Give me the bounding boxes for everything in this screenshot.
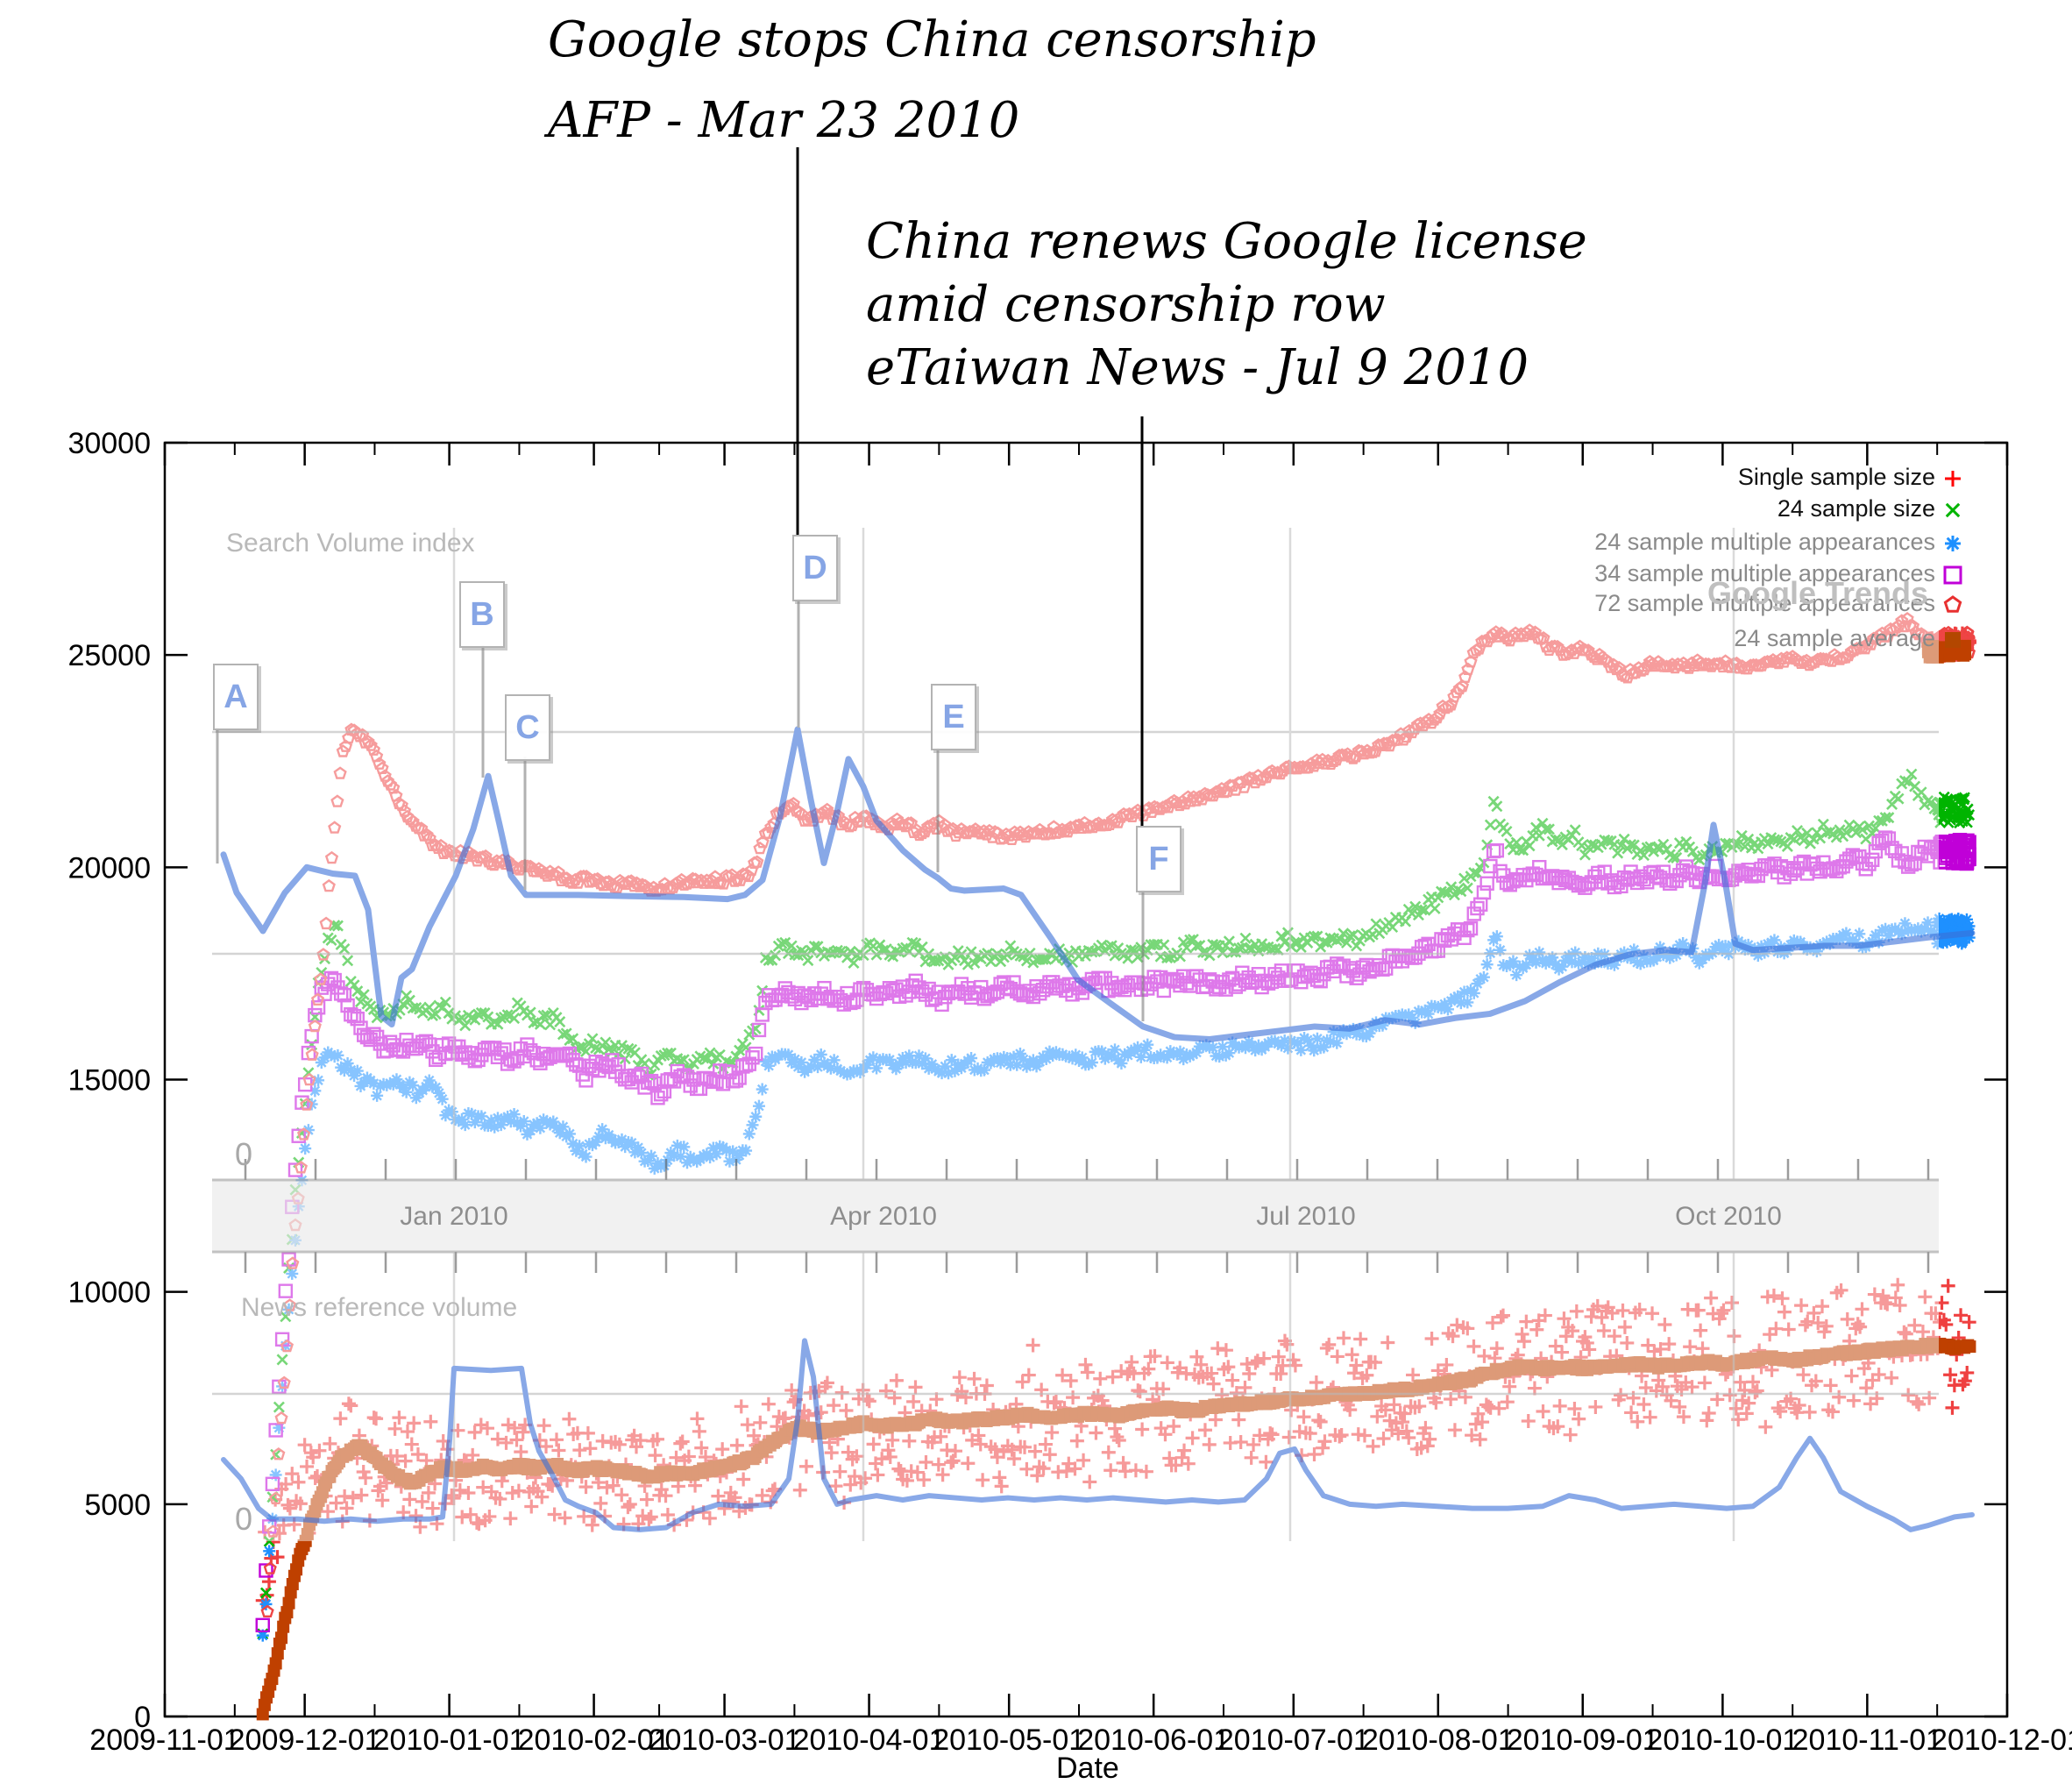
annotation-lines: [796, 147, 1144, 827]
annotation-line: Google stops China censorship: [548, 11, 1316, 68]
legend-label-34-sample-multiple-appearances: 34 sample multiple appearances: [1594, 560, 1935, 586]
x-tick-label: 2010-07-01: [1217, 1723, 1370, 1757]
y-tick-label: 30000: [67, 427, 151, 460]
gt-search-volume-label: Search Volume index: [226, 529, 475, 558]
legend-label-single-sample-size: Single sample size: [1737, 464, 1935, 490]
x-tick-label: 2010-06-01: [1077, 1723, 1230, 1757]
gt-news-volume-label: News reference volume: [241, 1293, 518, 1322]
y-tick-label: 5000: [84, 1489, 151, 1522]
legend-label-72-sample-multiple-appearances: 72 sample multiple appearances: [1594, 590, 1935, 616]
series-24-sample-average: [256, 639, 1976, 1721]
annotation-line: eTaiwan News - Jul 9 2010: [866, 339, 1529, 396]
gt-zero-news: 0: [235, 1501, 253, 1537]
gt-zero-search: 0: [235, 1136, 253, 1172]
gt-flag-a: A: [213, 664, 259, 730]
y-tick-label: 20000: [67, 851, 151, 885]
x-tick-label: 2010-12-01: [1931, 1723, 2072, 1757]
y-tick-label: 15000: [67, 1064, 151, 1098]
annotation-line: AFP - Mar 23 2010: [548, 92, 1020, 149]
x-tick-label: 2010-03-01: [649, 1723, 801, 1757]
legend-markers: [1943, 471, 1962, 648]
x-tick-label: 2010-10-01: [1646, 1723, 1799, 1757]
gt-white-veil: [212, 528, 1939, 1541]
series-34-sample-multiple-appearances: [255, 830, 1976, 1633]
series-72-sample-multiple-appearances: [260, 612, 1976, 1618]
x-tick-label: 2010-02-01: [518, 1723, 671, 1757]
y-tick-label: 0: [134, 1701, 151, 1734]
x-axis-title: Date: [1056, 1752, 1119, 1785]
legend-label-24-sample-size: 24 sample size: [1777, 495, 1935, 522]
gt-flag-d: D: [792, 535, 838, 601]
series-24-sample-size: [257, 768, 1976, 1640]
x-tick-label: 2010-11-01: [1792, 1723, 1942, 1757]
y-tick-label: 10000: [67, 1276, 151, 1310]
x-tick-label: 2010-04-01: [793, 1723, 946, 1757]
google-trends-watermark: Google Trends: [1707, 575, 1929, 611]
x-tick-label: 2010-08-01: [1362, 1723, 1515, 1757]
annotation-line: amid censorship row: [866, 276, 1386, 333]
annotation-line: China renews Google license: [866, 213, 1587, 270]
x-tick-label: 2009-11-01: [89, 1723, 239, 1757]
legend-label-24-sample-multiple-appearances: 24 sample multiple appearances: [1594, 529, 1935, 555]
gt-flag-c: C: [505, 694, 550, 761]
axes-layer: 0 5000 10000 15000 20000 25000 30000 2009-11-01…: [67, 427, 2072, 1757]
legend-label-24-sample-average: 24 sample average: [1734, 625, 1935, 651]
gt-band-label-oct-2010: Oct 2010: [1675, 1202, 1782, 1231]
annotation-china-renews: China renews Google license amid censors…: [866, 210, 1587, 400]
annotation-google-stops: Google stops China censorship AFP - Mar …: [548, 0, 1316, 161]
gt-overlay-layer: [212, 528, 1976, 1541]
x-tick-label: 2010-05-01: [933, 1723, 1085, 1757]
series-24-sample-multiple-appearances: [256, 912, 1976, 1642]
x-tick-label: 2009-12-01: [229, 1723, 381, 1757]
gt-flag-f: F: [1136, 826, 1181, 892]
x-tick-label: 2010-01-01: [373, 1723, 526, 1757]
gt-flag-e: E: [931, 684, 976, 750]
scatter-layer: [255, 612, 1976, 1721]
gt-band-label-apr-2010: Apr 2010: [830, 1202, 937, 1231]
x-tick-label: 2010-09-01: [1507, 1723, 1659, 1757]
gt-band-label-jul-2010: Jul 2010: [1256, 1202, 1356, 1231]
y-tick-label: 25000: [67, 639, 151, 672]
gt-band-label-jan-2010: Jan 2010: [400, 1202, 508, 1231]
gt-flag-b: B: [459, 581, 505, 648]
